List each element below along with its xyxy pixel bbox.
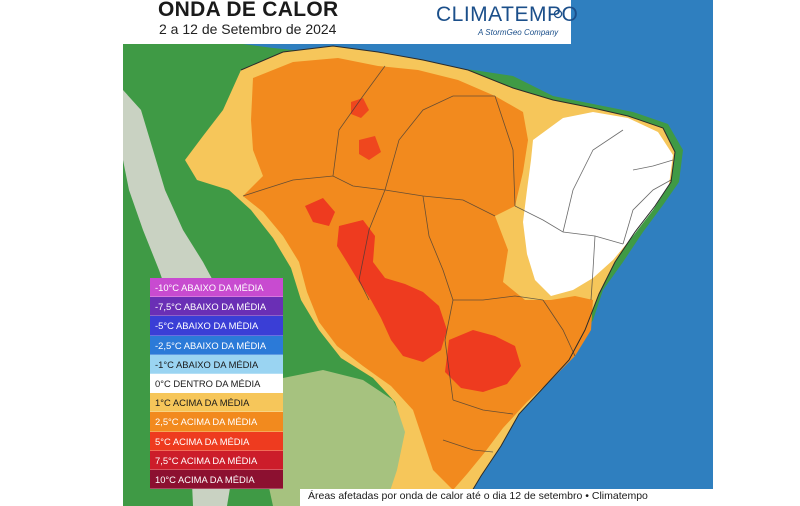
- legend-item: -10°C ABAIXO DA MÉDIA: [150, 278, 283, 298]
- anomaly-5c-region-south: [445, 330, 521, 392]
- logo-wordmark: CLIMATEMPO: [436, 3, 579, 26]
- logo-tagline: A StormGeo Company: [478, 28, 559, 37]
- footer: Áreas afetadas por onda de calor até o d…: [300, 489, 713, 506]
- heat-anomaly-map: [123, 0, 713, 506]
- legend-item: -1°C ABAIXO DA MÉDIA: [150, 354, 283, 374]
- climatempo-logo: CLIMATEMPO A StormGeo Company: [436, 3, 578, 41]
- anomaly-5c-region-north: [351, 98, 381, 160]
- climatempo-swirl-icon: [553, 9, 563, 19]
- anomaly-5c-region-west: [305, 198, 335, 226]
- footer-caption: Áreas afetadas por onda de calor até o d…: [308, 490, 648, 502]
- legend-item: 1°C ACIMA DA MÉDIA: [150, 393, 283, 413]
- legend-item: -7,5°C ABAIXO DA MÉDIA: [150, 297, 283, 317]
- legend-item: 2,5°C ACIMA DA MÉDIA: [150, 412, 283, 432]
- legend-item: -2,5°C ABAIXO DA MÉDIA: [150, 335, 283, 355]
- dry-lowlands: [263, 370, 408, 506]
- state-borders: [242, 65, 674, 453]
- map-panel: [123, 0, 713, 506]
- map-title: ONDA DE CALOR: [158, 0, 339, 21]
- anomaly-5c-region-center: [337, 220, 447, 362]
- brazil-outline: [240, 45, 676, 506]
- legend-item: 10°C ACIMA DA MÉDIA: [150, 469, 283, 490]
- header: ONDA DE CALOR 2 a 12 de Setembro de 2024…: [123, 0, 578, 44]
- anomaly-legend: -10°C ABAIXO DA MÉDIA -7,5°C ABAIXO DA MÉ…: [150, 278, 283, 490]
- legend-item: -5°C ABAIXO DA MÉDIA: [150, 316, 283, 336]
- legend-item: 5°C ACIMA DA MÉDIA: [150, 431, 283, 451]
- map-subtitle: 2 a 12 de Setembro de 2024: [159, 21, 337, 37]
- legend-item: 7,5°C ACIMA DA MÉDIA: [150, 450, 283, 470]
- anomaly-0c-region: [523, 112, 673, 296]
- legend-item: 0°C DENTRO DA MÉDIA: [150, 373, 283, 394]
